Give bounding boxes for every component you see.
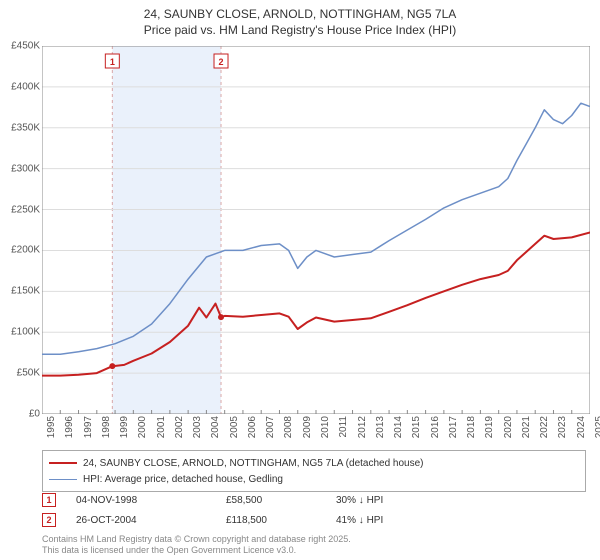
x-tick-label: 2010 [320, 416, 331, 438]
transaction-note: 30% ↓ HPI [336, 495, 586, 506]
x-tick-label: 2018 [466, 416, 477, 438]
x-tick-label: 2011 [338, 416, 349, 438]
attribution-text: Contains HM Land Registry data © Crown c… [42, 534, 351, 556]
x-tick-label: 2013 [375, 416, 386, 438]
transaction-price: £58,500 [226, 495, 336, 506]
chart-plot-area: 12 [42, 46, 590, 414]
x-tick-label: 2024 [576, 416, 587, 438]
x-tick-label: 2025 [594, 416, 600, 438]
x-tick-label: 1996 [64, 416, 75, 438]
price-chart-card: 24, SAUNBY CLOSE, ARNOLD, NOTTINGHAM, NG… [0, 0, 600, 560]
x-tick-label: 2004 [210, 416, 221, 438]
svg-text:2: 2 [219, 57, 224, 67]
x-tick-label: 2020 [503, 416, 514, 438]
legend-label: 24, SAUNBY CLOSE, ARNOLD, NOTTINGHAM, NG… [83, 458, 424, 469]
legend-item-hpi: HPI: Average price, detached house, Gedl… [49, 471, 579, 487]
table-row: 2 26-OCT-2004 £118,500 41% ↓ HPI [42, 510, 586, 530]
x-tick-label: 2001 [156, 416, 167, 438]
x-tick-label: 2023 [557, 416, 568, 438]
x-tick-label: 2012 [357, 416, 368, 438]
legend-swatch-hpi [49, 479, 77, 480]
attribution-line: This data is licensed under the Open Gov… [42, 545, 351, 556]
y-tick-label: £50K [0, 368, 40, 379]
y-tick-label: £150K [0, 286, 40, 297]
x-tick-label: 1999 [119, 416, 130, 438]
y-tick-label: £100K [0, 327, 40, 338]
transaction-date: 04-NOV-1998 [76, 495, 226, 506]
y-tick-label: £250K [0, 204, 40, 215]
marker-badge-icon: 1 [42, 493, 56, 507]
title-subtitle: Price paid vs. HM Land Registry's House … [0, 22, 600, 38]
title-address: 24, SAUNBY CLOSE, ARNOLD, NOTTINGHAM, NG… [0, 6, 600, 22]
x-tick-label: 2015 [411, 416, 422, 438]
svg-text:1: 1 [110, 57, 115, 67]
marker-badge-icon: 2 [42, 513, 56, 527]
x-tick-label: 2008 [283, 416, 294, 438]
table-row: 1 04-NOV-1998 £58,500 30% ↓ HPI [42, 490, 586, 510]
x-tick-label: 2000 [137, 416, 148, 438]
x-tick-label: 2022 [539, 416, 550, 438]
x-tick-label: 1997 [83, 416, 94, 438]
y-tick-label: £200K [0, 245, 40, 256]
transaction-note: 41% ↓ HPI [336, 515, 586, 526]
legend: 24, SAUNBY CLOSE, ARNOLD, NOTTINGHAM, NG… [42, 450, 586, 492]
x-tick-label: 2007 [265, 416, 276, 438]
x-tick-label: 2017 [448, 416, 459, 438]
chart-title: 24, SAUNBY CLOSE, ARNOLD, NOTTINGHAM, NG… [0, 0, 600, 38]
attribution-line: Contains HM Land Registry data © Crown c… [42, 534, 351, 545]
x-tick-label: 2021 [521, 416, 532, 438]
x-tick-label: 2019 [484, 416, 495, 438]
legend-label: HPI: Average price, detached house, Gedl… [83, 474, 283, 485]
x-tick-label: 2016 [430, 416, 441, 438]
x-tick-label: 2003 [192, 416, 203, 438]
x-tick-label: 2014 [393, 416, 404, 438]
y-tick-label: £0 [0, 409, 40, 420]
transaction-date: 26-OCT-2004 [76, 515, 226, 526]
legend-swatch-price-paid [49, 462, 77, 464]
x-tick-label: 2006 [247, 416, 258, 438]
y-tick-label: £450K [0, 41, 40, 52]
transaction-price: £118,500 [226, 515, 336, 526]
x-tick-label: 1995 [46, 416, 57, 438]
x-tick-label: 1998 [101, 416, 112, 438]
chart-svg: 12 [42, 46, 590, 414]
y-tick-label: £400K [0, 81, 40, 92]
transactions-table: 1 04-NOV-1998 £58,500 30% ↓ HPI 2 26-OCT… [42, 490, 586, 530]
y-tick-label: £350K [0, 122, 40, 133]
x-tick-label: 2009 [302, 416, 313, 438]
y-tick-label: £300K [0, 163, 40, 174]
x-tick-label: 2002 [174, 416, 185, 438]
legend-item-price-paid: 24, SAUNBY CLOSE, ARNOLD, NOTTINGHAM, NG… [49, 455, 579, 471]
x-tick-label: 2005 [229, 416, 240, 438]
